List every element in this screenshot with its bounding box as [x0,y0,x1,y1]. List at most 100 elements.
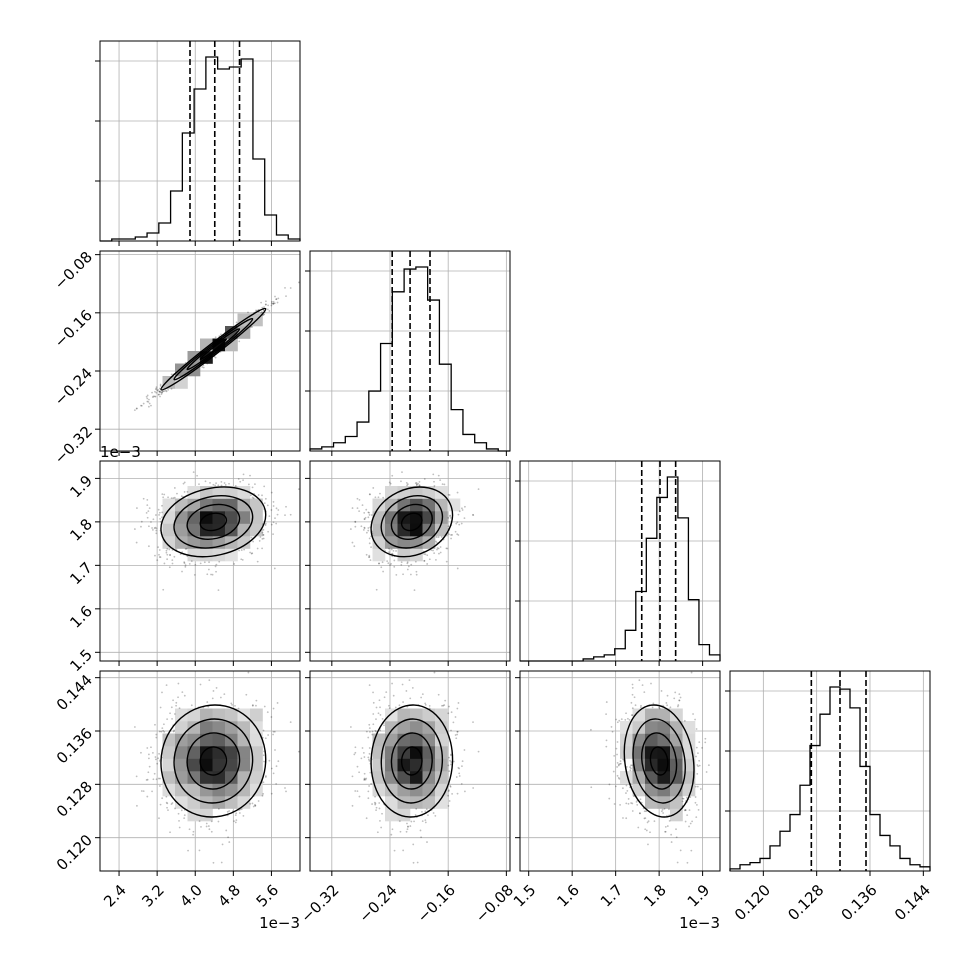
sample-point [684,809,687,811]
sample-point [443,704,446,706]
density-cell [385,746,398,759]
density-cell [175,376,188,389]
sample-point [688,809,691,812]
sample-point [272,707,275,710]
sample-point [629,769,632,772]
hist-panel-2 [515,460,721,666]
density-cell [200,548,213,562]
sample-point [178,819,180,822]
sample-point [360,525,363,528]
density-cell [435,511,448,524]
sample-point [276,702,279,704]
density-cell [422,498,436,512]
sample-point [369,559,372,562]
sample-point [402,849,405,852]
sample-point [388,481,391,484]
sample-point [186,490,189,493]
sample-point [270,792,273,795]
sample-point [210,573,212,576]
sample-point [472,514,475,517]
sample-point [219,696,222,699]
contour-line-2 [173,495,254,549]
sample-point [454,530,457,533]
density-cell [200,708,213,722]
sample-point [367,736,370,739]
sample-point [625,792,627,794]
sample-point [192,830,195,833]
sample-point [242,479,244,482]
sample-point [289,287,292,289]
x-tick-label-1-3: −0.08 [472,881,517,926]
sample-point [220,484,223,487]
sample-point [441,483,444,486]
hist-panel-3: 0.120 0.128 0.136 0.144 [725,670,934,924]
hist-panel-0 [95,40,301,246]
sample-point [616,753,618,756]
sample-point [644,817,647,820]
sample-point [154,723,156,726]
sample-point [645,810,648,813]
sample-point [263,313,266,316]
density-cell [385,733,398,747]
sample-point [221,843,224,846]
sample-point [385,691,388,694]
contour-line-3 [370,704,454,818]
density-cell [162,758,176,772]
sample-point [172,497,175,499]
sample-point [161,493,164,496]
contour-line-3 [160,704,267,818]
sample-point [435,540,437,543]
sample-point [155,778,158,781]
sample-point [449,763,452,766]
sample-point [364,516,367,519]
sample-point [689,796,692,799]
sample-point [393,559,396,562]
sample-point [458,775,461,777]
sample-point [142,497,145,500]
sample-point [161,390,164,393]
sample-point [154,395,157,398]
sample-point [260,301,263,304]
sample-point [234,821,237,824]
sample-point [684,820,687,823]
sample-point [260,311,263,313]
sample-point [381,561,384,564]
sample-point [460,782,463,785]
sample-point [153,527,156,530]
sample-point [275,782,278,785]
sample-point [158,553,160,556]
sample-point [185,547,188,550]
density-cell [435,498,448,512]
sample-point [206,701,209,703]
density-cell [162,733,176,747]
sample-point [626,789,629,792]
density-cell [670,721,683,734]
sample-point [676,861,679,864]
sample-point [421,810,423,813]
sample-point [691,820,693,823]
density-cell [645,708,658,722]
sample-point [251,486,254,489]
sample-point [165,795,168,798]
sample-point [619,804,621,806]
density-cell [250,771,263,784]
sample-point [173,729,176,732]
x-tick-label-2-0: 1.5 [510,881,540,911]
sample-point [368,684,371,687]
sample-point [148,757,150,760]
sample-point [155,391,158,394]
sample-point [426,841,428,843]
sample-point [618,719,621,722]
density-cell [212,708,226,722]
y-tick-label-1-1: −0.24 [51,364,96,409]
sample-point [170,803,173,805]
density-cell [657,733,671,747]
sample-point [367,527,370,529]
sample-point [268,310,271,312]
density-cell [410,708,423,722]
sample-point [178,707,181,710]
sample-point [369,771,372,774]
density-cell [225,548,238,562]
sample-point [198,849,201,852]
sample-point [414,560,417,563]
